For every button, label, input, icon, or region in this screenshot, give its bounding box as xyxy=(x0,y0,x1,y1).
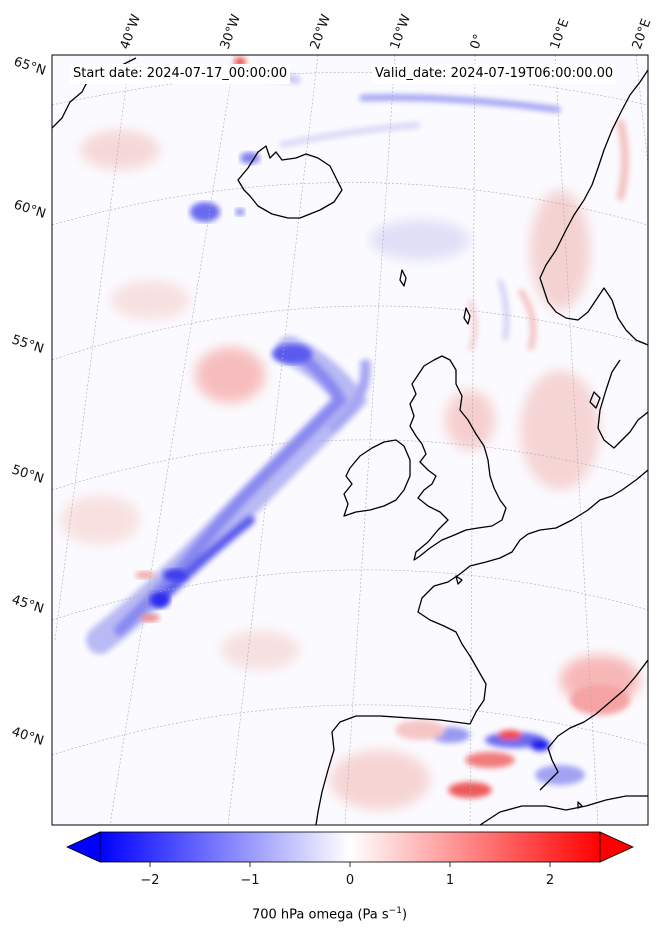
graticule xyxy=(52,55,648,825)
lon-label-0: 0° xyxy=(468,32,487,51)
lon-label-20w: 20°W xyxy=(308,12,334,51)
latitude-labels: 65°N 60°N 55°N 50°N 45°N 40°N xyxy=(10,55,48,749)
lat-label-65n: 65°N xyxy=(12,55,48,79)
lat-label-55n: 55°N xyxy=(10,333,46,357)
valid-date-label: Valid_date: 2024-07-19T06:00:00.00 xyxy=(372,64,617,84)
start-date-label: Start date: 2024-07-17_00:00:00 xyxy=(70,64,291,84)
lat-label-45n: 45°N xyxy=(10,593,46,617)
iberia-coast xyxy=(315,715,471,825)
colorbar-title-text: 700 hPa omega (Pa s xyxy=(251,907,389,923)
colorbar-tick-label: 0 xyxy=(346,873,354,888)
lat-label-60n: 60°N xyxy=(12,198,48,222)
colorbar-tick-label: −1 xyxy=(240,873,259,888)
colorbar-extend-max xyxy=(599,831,634,863)
colorbar-tick-marks xyxy=(149,862,551,867)
lon-label-30w: 30°W xyxy=(218,12,244,51)
colorbar-tick-label: 2 xyxy=(546,873,554,888)
colorbar-unit-exponent: −1 xyxy=(388,906,402,916)
great-britain-coast xyxy=(409,355,507,561)
colorbar-tick-label: −2 xyxy=(140,873,159,888)
norway-coast xyxy=(539,69,648,346)
map-frame xyxy=(51,54,649,826)
europe-coast xyxy=(417,469,648,725)
colorbar-tick-label: 1 xyxy=(446,873,454,888)
denmark-coast xyxy=(597,359,648,449)
colorbar-title-end: ) xyxy=(401,907,408,923)
lon-label-10e: 10°E xyxy=(548,17,573,52)
ireland-coast xyxy=(343,439,411,517)
colorbar-tick-labels: −2 −1 0 1 2 xyxy=(140,873,554,888)
colorbar-title: 700 hPa omega (Pa s−1) xyxy=(0,906,659,922)
africa-coast xyxy=(479,795,648,825)
lon-label-20e: 20°E xyxy=(630,17,655,52)
longitude-labels: 40°W 30°W 20°W 10°W 0° 10°E 20°E xyxy=(118,12,655,51)
lat-label-50n: 50°N xyxy=(10,463,46,487)
iceland-coast xyxy=(237,145,343,219)
lon-label-10w: 10°W xyxy=(388,12,414,51)
lat-label-40n: 40°N xyxy=(10,725,46,749)
colorbar-bar xyxy=(99,831,601,863)
colorbar: −2 −1 0 1 2 xyxy=(66,831,634,888)
lon-label-40w: 40°W xyxy=(118,12,144,51)
mediterranean-coast xyxy=(539,659,648,791)
colorbar-extend-min xyxy=(66,831,101,863)
